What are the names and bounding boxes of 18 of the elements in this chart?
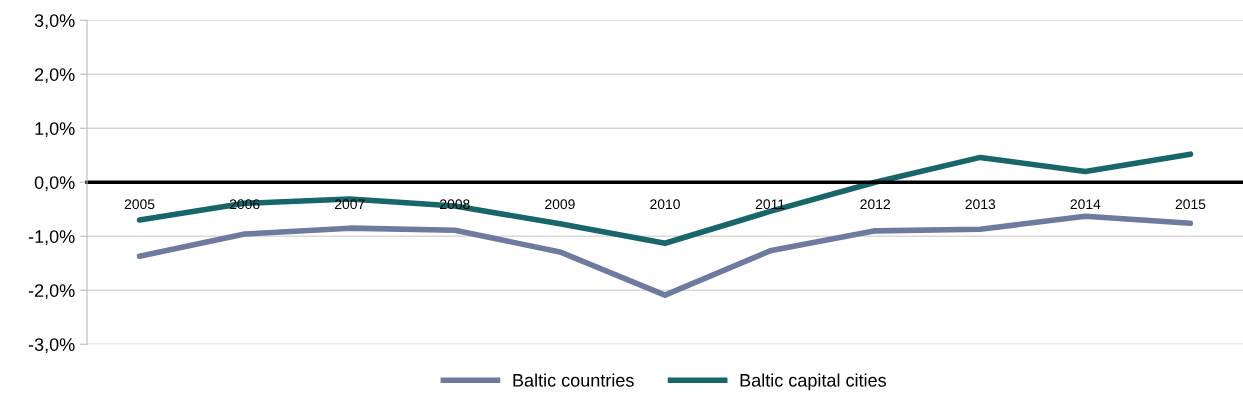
x-tick-label: 2015 xyxy=(1175,199,1206,210)
x-tick-label: 2009 xyxy=(545,199,575,210)
y-tick-label: 1,0% xyxy=(35,122,75,138)
x-tick-label: 2010 xyxy=(650,199,680,210)
y-tick-label: -3,0% xyxy=(28,338,75,354)
x-tick-label: 2005 xyxy=(124,199,155,210)
x-tick-label: 2007 xyxy=(334,199,365,210)
y-tick-label: 0,0% xyxy=(34,176,75,192)
y-tick-label: 3,0% xyxy=(34,14,75,30)
y-tick-label: 2,0% xyxy=(34,68,75,84)
x-tick-label: 2012 xyxy=(860,199,890,210)
x-tick-label: 2013 xyxy=(965,199,996,210)
y-tick-label: -2,0% xyxy=(28,284,75,300)
y-tick-label: -1,0% xyxy=(28,230,75,246)
legend-label: Baltic countries xyxy=(513,373,634,387)
legend-label: Baltic capital cities xyxy=(740,373,886,391)
x-tick-label: 2011 xyxy=(755,199,785,210)
x-tick-label: 2014 xyxy=(1070,199,1101,210)
